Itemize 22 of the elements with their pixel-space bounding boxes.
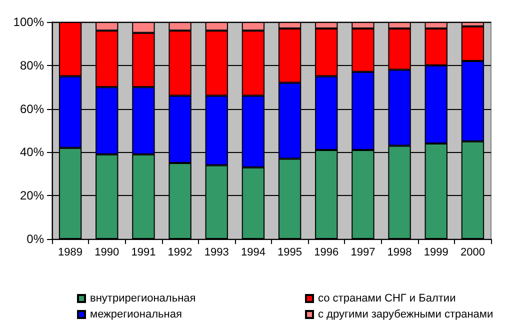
x-tick-label: 1997 [350, 246, 376, 258]
y-tick-label: 40% [20, 145, 44, 160]
x-tick-label: 1989 [58, 246, 83, 258]
legend-label: с другими зарубежными странами [318, 308, 494, 320]
x-tick-label: 1992 [168, 246, 192, 258]
x-tick-label: 1994 [240, 246, 266, 258]
legend-label: внутрирегиональная [90, 292, 196, 304]
y-tick-label: 0% [26, 232, 44, 246]
x-tick-label: 1995 [278, 246, 302, 258]
y-tick-label: 80% [20, 58, 44, 72]
legend-label: со странами СНГ и Балтии [318, 292, 456, 304]
y-tick-label: 60% [20, 102, 44, 116]
x-tick-label: 1993 [204, 246, 229, 258]
x-tick-label: 1998 [387, 246, 412, 258]
legend-label: межрегиональная [90, 308, 182, 320]
x-tick-label: 2000 [460, 246, 485, 258]
x-tick-label: 1990 [94, 246, 120, 258]
x-tick-label: 1991 [131, 246, 156, 258]
x-tick-label: 1999 [424, 246, 448, 258]
y-tick-label: 20% [20, 188, 44, 203]
y-tick-label: 100% [13, 15, 44, 29]
x-tick-label: 1996 [314, 246, 339, 258]
